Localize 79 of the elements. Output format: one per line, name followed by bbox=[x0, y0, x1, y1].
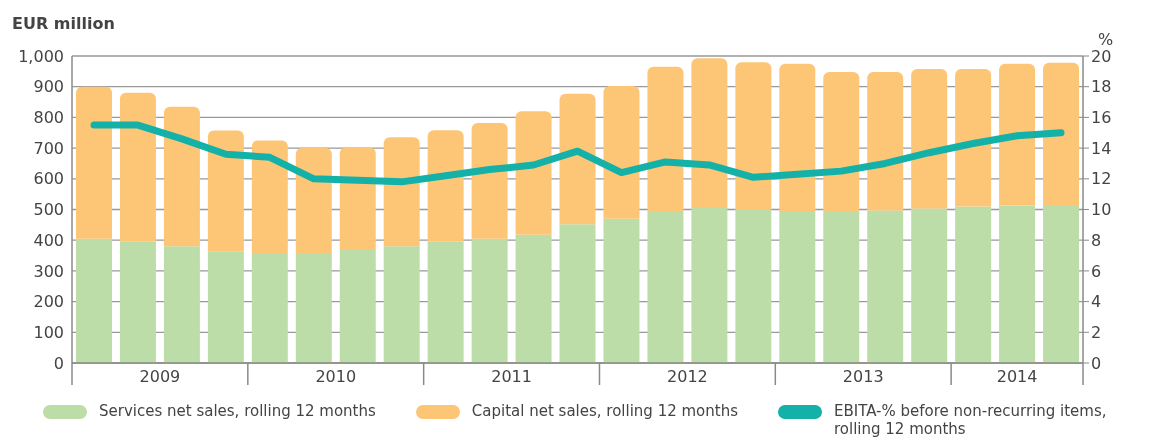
bar bbox=[339, 250, 376, 363]
legend-label: Services net sales, rolling 12 months bbox=[99, 402, 376, 420]
bar bbox=[251, 140, 288, 255]
y-tick-label: 1,000 bbox=[18, 46, 64, 66]
bar bbox=[823, 71, 860, 212]
y2-tick-label: 10 bbox=[1091, 200, 1112, 220]
bar bbox=[691, 58, 728, 208]
bar bbox=[339, 147, 376, 251]
bar bbox=[251, 254, 288, 363]
y-tick-label: 400 bbox=[33, 230, 64, 250]
x-tick-label: 2009 bbox=[139, 367, 181, 386]
bar bbox=[515, 234, 552, 363]
y2-tick-label: 8 bbox=[1091, 230, 1102, 250]
bar bbox=[823, 211, 860, 363]
y2-tick-label: 4 bbox=[1091, 292, 1102, 312]
y-tick-label: 700 bbox=[33, 138, 64, 158]
y2-tick-label: 16 bbox=[1091, 108, 1112, 128]
x-tick-label: 2010 bbox=[315, 367, 357, 386]
bar bbox=[867, 71, 904, 211]
y-tick-label: 100 bbox=[33, 322, 64, 342]
y2-tick-label: 18 bbox=[1091, 77, 1112, 97]
bar bbox=[383, 246, 420, 363]
bar bbox=[559, 224, 596, 363]
bar bbox=[471, 238, 508, 363]
x-tick-label: 2012 bbox=[667, 367, 708, 386]
x-tick-label: 2014 bbox=[996, 367, 1038, 386]
bar bbox=[163, 246, 200, 363]
bar bbox=[999, 205, 1036, 363]
bar bbox=[779, 63, 816, 212]
y2-axis-title: % bbox=[1098, 30, 1114, 49]
bar bbox=[383, 137, 420, 247]
bar bbox=[295, 148, 332, 255]
bar bbox=[76, 86, 112, 239]
y-tick-label: 0 bbox=[53, 353, 64, 373]
bar bbox=[163, 106, 200, 247]
bar bbox=[207, 251, 244, 363]
bar bbox=[471, 122, 508, 239]
y-tick-label: 500 bbox=[33, 200, 64, 220]
bar bbox=[955, 206, 992, 363]
bar bbox=[559, 93, 596, 225]
y-tick-label: 900 bbox=[33, 77, 64, 97]
bar bbox=[955, 68, 992, 207]
bar bbox=[911, 68, 948, 209]
legend-label: Capital net sales, rolling 12 months bbox=[471, 402, 738, 420]
bar bbox=[515, 111, 552, 235]
bar bbox=[207, 130, 244, 252]
bar bbox=[911, 208, 948, 363]
bar bbox=[295, 254, 332, 363]
y-tick-label: 800 bbox=[33, 108, 64, 128]
bar bbox=[119, 92, 156, 242]
legend-label: EBITA-% before non-recurring items, rolling 12 months bbox=[834, 402, 1108, 438]
bar bbox=[867, 210, 904, 363]
bar bbox=[427, 130, 464, 242]
bar bbox=[119, 241, 156, 363]
bar bbox=[1043, 62, 1080, 205]
bar bbox=[76, 238, 112, 363]
y2-tick-label: 14 bbox=[1091, 138, 1112, 158]
bar bbox=[427, 241, 464, 363]
bar bbox=[735, 62, 772, 209]
bar bbox=[603, 218, 640, 363]
y2-tick-label: 12 bbox=[1091, 169, 1112, 189]
y2-tick-label: 0 bbox=[1091, 353, 1102, 373]
y-tick-label: 200 bbox=[33, 292, 64, 312]
y-axis-title: EUR million bbox=[12, 14, 115, 33]
y2-tick-label: 6 bbox=[1091, 261, 1102, 281]
y2-tick-label: 2 bbox=[1091, 322, 1102, 342]
y-tick-label: 300 bbox=[33, 261, 64, 281]
y-tick-label: 600 bbox=[33, 169, 64, 189]
bar bbox=[691, 207, 728, 363]
y2-tick-label: 20 bbox=[1091, 46, 1112, 66]
x-tick-label: 2013 bbox=[842, 367, 884, 386]
bar bbox=[999, 63, 1036, 206]
bar bbox=[647, 211, 684, 363]
bar bbox=[779, 211, 816, 363]
x-tick-label: 2011 bbox=[491, 367, 532, 386]
bar bbox=[647, 66, 684, 212]
bar bbox=[603, 86, 640, 219]
bar bbox=[1043, 204, 1080, 363]
bar bbox=[735, 208, 772, 363]
